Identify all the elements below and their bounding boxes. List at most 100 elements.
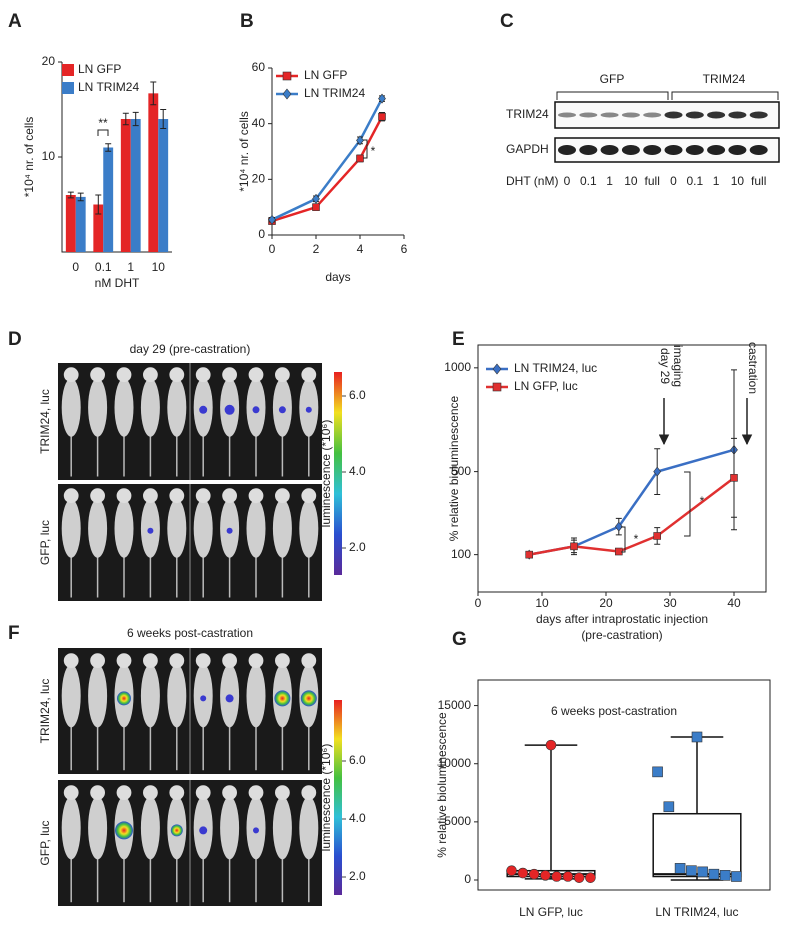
mouse-body <box>193 499 213 558</box>
mouse-head <box>90 367 105 383</box>
y-tick-label: 100 <box>451 547 471 561</box>
mouse-head <box>90 653 105 668</box>
plot-frame <box>477 679 771 891</box>
signal <box>199 826 208 835</box>
point <box>585 872 596 883</box>
colorbar <box>334 372 342 575</box>
point <box>540 870 551 881</box>
x-tick-label: 0 <box>269 242 276 256</box>
signal <box>170 824 183 837</box>
mouse-head <box>169 488 185 504</box>
mouse-head <box>143 785 158 800</box>
point <box>674 863 686 874</box>
blot-lane: full <box>645 174 660 188</box>
blot-band <box>579 145 598 155</box>
x-axis-label: nM DHT <box>95 276 140 290</box>
mouse-head <box>195 367 211 383</box>
blot-band <box>600 112 619 118</box>
blot-lane: 1 <box>713 174 720 188</box>
annotation: ** <box>98 116 108 130</box>
mouse-head <box>63 653 79 668</box>
mouse-head <box>169 367 185 383</box>
y-tick-label: 15000 <box>438 698 472 712</box>
x-axis-label: days after intraprostatic injection <box>536 612 708 626</box>
blot-band <box>685 111 704 119</box>
blot-band <box>621 112 640 118</box>
mouse-body <box>167 378 187 437</box>
plot-frame <box>477 344 767 593</box>
colorbar <box>334 700 342 895</box>
image-row-label: GFP, luc <box>38 820 52 865</box>
legend-marker <box>492 363 502 375</box>
mouse-head <box>63 488 79 504</box>
error-bar <box>95 194 102 215</box>
bar <box>148 93 159 252</box>
chart-title: 6 weeks post-castration <box>551 704 677 718</box>
bar <box>158 119 169 252</box>
blot-band <box>558 145 576 155</box>
point <box>708 868 720 880</box>
error-bar <box>160 109 167 129</box>
signal <box>252 406 260 414</box>
point <box>506 865 517 876</box>
x-tick-label: LN GFP, luc <box>519 905 583 919</box>
mouse-head <box>275 653 290 668</box>
mouse-body <box>140 796 160 860</box>
mouse-head <box>275 367 290 383</box>
mouse-body <box>61 499 81 558</box>
mouse-body <box>140 664 160 728</box>
point <box>663 801 675 813</box>
error-bar <box>77 192 84 202</box>
colorbar-tick-label: 6.0 <box>349 388 366 402</box>
x-tick-label: 1 <box>127 260 134 274</box>
point <box>356 154 364 163</box>
signal <box>226 527 233 534</box>
x-tick-label: 10 <box>152 260 166 274</box>
mouse-head <box>222 488 237 504</box>
signal <box>253 827 259 834</box>
mouse-head <box>195 488 211 504</box>
annotation: day 29 <box>658 348 672 384</box>
annotation: * <box>371 144 376 158</box>
blot-lane: full <box>751 174 766 188</box>
x-tick-label: 0 <box>72 260 79 274</box>
mouse-head <box>301 488 317 504</box>
signal <box>117 691 131 706</box>
mouse-head <box>248 653 264 668</box>
mouse-body <box>88 378 108 437</box>
colorbar-tick-label: 4.0 <box>349 811 366 825</box>
x-tick-label: 40 <box>727 596 741 610</box>
point <box>545 739 557 751</box>
point <box>686 865 697 876</box>
blot-band <box>685 145 704 155</box>
mouse-head <box>195 653 211 668</box>
mouse-head <box>116 367 132 383</box>
point <box>653 532 662 540</box>
y-tick-label: 1000 <box>444 360 471 374</box>
blot-band <box>728 111 747 119</box>
y-tick-label: 60 <box>252 60 266 74</box>
mouse-head <box>169 785 185 800</box>
mouse-body <box>272 499 292 558</box>
point <box>731 871 742 882</box>
point <box>312 203 320 211</box>
signal <box>225 694 234 703</box>
error-bar <box>122 112 129 126</box>
point <box>653 466 662 477</box>
colorbar-tick-label: 2.0 <box>349 540 366 554</box>
panel-label: E <box>452 329 465 350</box>
x-tick-label: 4 <box>357 242 364 256</box>
mouse-body <box>114 378 134 437</box>
legend-swatch <box>62 64 74 76</box>
mouse-body <box>140 378 160 437</box>
blot-group: GFP <box>600 72 625 86</box>
x-tick-label: 6 <box>401 242 408 256</box>
mouse-head <box>116 653 132 668</box>
point <box>378 93 386 104</box>
legend-marker <box>282 88 292 100</box>
bracket <box>621 526 626 553</box>
bar <box>93 204 104 252</box>
blot-band <box>664 145 683 155</box>
bracket <box>684 471 691 537</box>
